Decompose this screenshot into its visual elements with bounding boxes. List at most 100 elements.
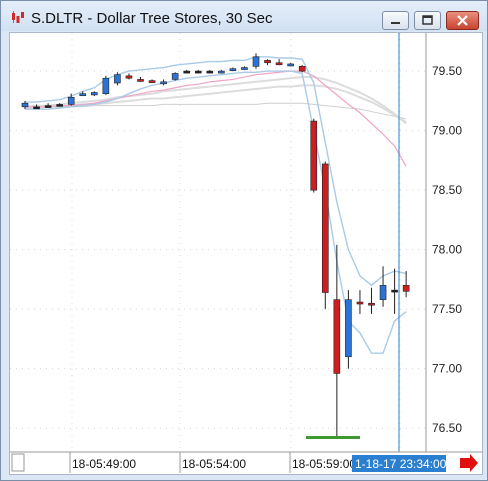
candle[interactable] — [275, 59, 283, 66]
candle-body — [148, 80, 156, 83]
time-tick-label: 18-05:49:00 — [72, 457, 136, 471]
scroll-left-box[interactable] — [11, 453, 25, 472]
candle-body — [345, 299, 352, 358]
candlestick-chart-icon — [12, 11, 24, 23]
candle[interactable] — [333, 244, 341, 437]
title-bar[interactable]: S.DLTR - Dollar Tree Stores, 30 Sec — [1, 1, 487, 31]
candle[interactable] — [44, 103, 52, 108]
candle[interactable] — [33, 104, 40, 110]
candle[interactable] — [391, 268, 398, 314]
maximize-button[interactable] — [414, 11, 441, 30]
candle[interactable] — [287, 62, 294, 67]
candle-body — [33, 106, 40, 110]
candle-body — [67, 96, 75, 105]
cursor-time-label: 1-18-17 23:34:00 — [355, 457, 447, 471]
candle[interactable] — [402, 271, 410, 298]
candle-body — [368, 302, 375, 306]
candle-body — [218, 70, 225, 74]
candle-body — [298, 66, 306, 72]
candles[interactable] — [21, 53, 410, 437]
candle[interactable] — [379, 266, 387, 307]
candle-body — [21, 102, 29, 108]
candle-body — [160, 81, 167, 85]
scroll-right-arrow-icon[interactable] — [460, 454, 478, 472]
candle[interactable] — [194, 69, 202, 74]
candle[interactable] — [171, 72, 179, 81]
candle[interactable] — [125, 73, 133, 80]
candle[interactable] — [91, 91, 98, 97]
time-axis[interactable]: 18-05:49:00 18-05:54:00 18-05:59:00 — [69, 452, 356, 473]
price-tick-label: 76.50 — [432, 421, 462, 435]
candle-body — [125, 75, 133, 79]
candle[interactable] — [56, 103, 63, 107]
candle-body — [137, 79, 144, 82]
ma-pink-line — [25, 70, 407, 167]
candle[interactable] — [102, 75, 110, 95]
candle[interactable] — [356, 290, 364, 314]
candle[interactable] — [368, 287, 375, 314]
candle-body — [194, 70, 202, 74]
time-tick-label: 18-05:59:00 — [292, 457, 356, 471]
candle-body — [206, 70, 214, 74]
candle-body — [310, 120, 318, 191]
candle-body — [56, 104, 63, 107]
candle[interactable] — [218, 69, 225, 74]
candle[interactable] — [264, 59, 271, 66]
price-tick-label: 78.00 — [432, 243, 462, 257]
candle[interactable] — [137, 77, 144, 82]
candle[interactable] — [298, 65, 306, 73]
candle[interactable] — [206, 69, 214, 74]
candle-body — [275, 62, 283, 66]
candle-body — [402, 285, 410, 292]
price-axis[interactable]: 79.50 79.00 78.50 78.00 77.50 77.00 76.50 — [432, 64, 462, 435]
candle-body — [287, 63, 294, 67]
candle[interactable] — [310, 118, 318, 193]
volume-bar — [306, 436, 360, 439]
price-chart[interactable]: 79.50 79.00 78.50 78.00 77.50 77.00 76.50 18-0… — [10, 33, 482, 474]
minimize-button[interactable] — [382, 11, 409, 30]
moving-averages — [24, 56, 407, 354]
close-button[interactable] — [446, 11, 479, 30]
band-lower-line — [25, 70, 407, 354]
candle-body — [356, 301, 364, 305]
candle-body — [44, 105, 52, 108]
candle[interactable] — [148, 79, 156, 83]
price-tick-label: 79.50 — [432, 64, 462, 78]
ma-gray-line — [25, 102, 407, 120]
candle-body — [391, 289, 398, 293]
candle[interactable] — [241, 66, 248, 70]
candle[interactable] — [79, 91, 87, 97]
price-tick-label: 78.50 — [432, 183, 462, 197]
chart-area[interactable]: 79.50 79.00 78.50 78.00 77.50 77.00 76.50 18-0… — [9, 32, 483, 475]
candle[interactable] — [252, 53, 260, 69]
window-title: S.DLTR - Dollar Tree Stores, 30 Sec — [31, 10, 273, 27]
price-tick-label: 77.50 — [432, 302, 462, 316]
candle-body — [264, 60, 271, 64]
minimize-icon — [391, 22, 400, 24]
candle[interactable] — [67, 93, 75, 106]
ma-gray-line — [24, 76, 407, 125]
candle-body — [241, 67, 248, 70]
price-tick-label: 77.00 — [432, 362, 462, 376]
candle-body — [321, 163, 329, 293]
candle[interactable] — [160, 79, 167, 86]
candle-body — [333, 299, 341, 374]
candle[interactable] — [21, 100, 29, 110]
band-upper-line — [25, 56, 407, 287]
candle[interactable] — [321, 161, 329, 310]
candle-body — [79, 93, 87, 97]
candle-body — [102, 77, 110, 95]
cursor-time-box — [352, 455, 446, 472]
candle[interactable] — [183, 69, 190, 74]
candle[interactable] — [114, 72, 121, 86]
candle[interactable] — [345, 290, 352, 369]
candle-body — [229, 68, 237, 72]
maximize-icon — [422, 15, 433, 25]
time-tick-label: 18-05:54:00 — [182, 457, 246, 471]
candle-body — [252, 56, 260, 67]
candle-body — [379, 285, 387, 300]
candle-body — [91, 92, 98, 96]
candle-body — [171, 73, 179, 80]
candle[interactable] — [229, 67, 237, 72]
